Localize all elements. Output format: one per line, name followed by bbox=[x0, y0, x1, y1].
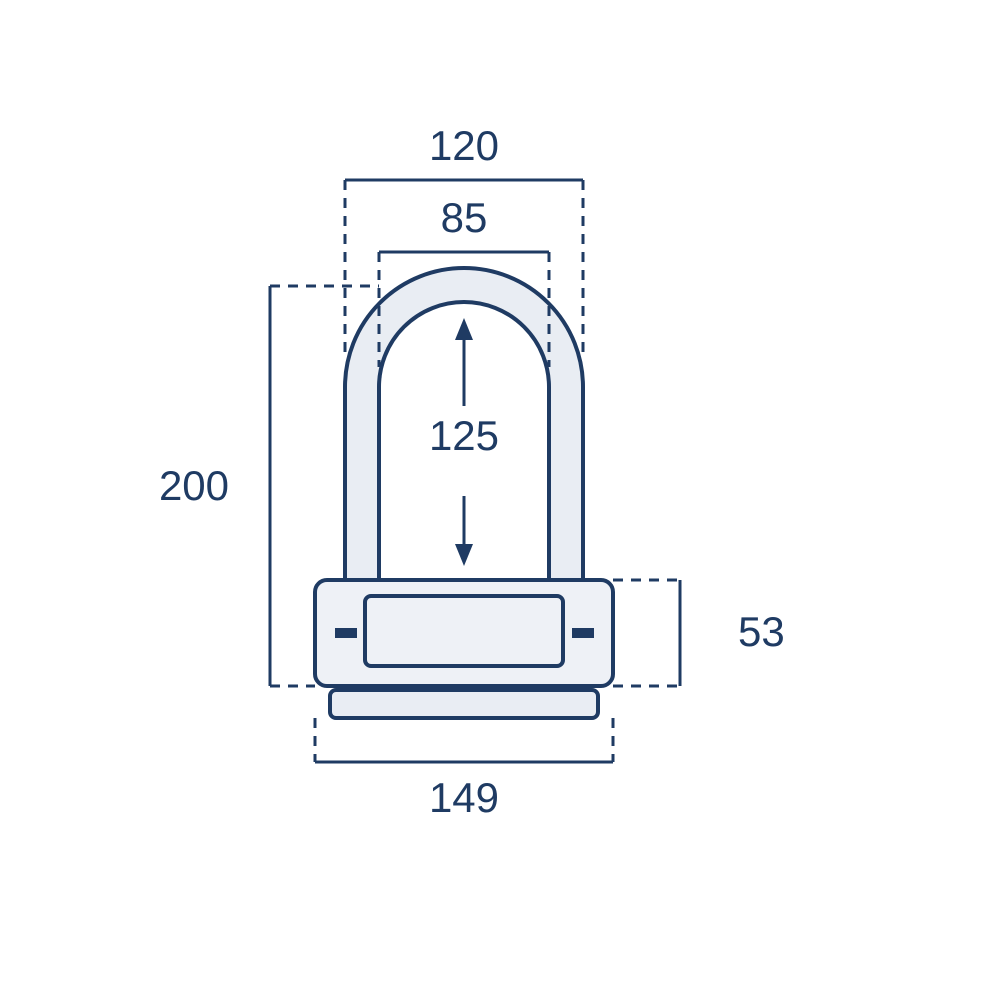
dim-label-85: 85 bbox=[441, 194, 488, 241]
dim-label-53: 53 bbox=[738, 608, 785, 655]
dim-label-125: 125 bbox=[429, 412, 499, 459]
lock-slot-right bbox=[572, 628, 594, 638]
lock-slot-left bbox=[335, 628, 357, 638]
lock-base bbox=[330, 690, 598, 718]
dim-label-149: 149 bbox=[429, 774, 499, 821]
dim-label-120: 120 bbox=[429, 122, 499, 169]
dim-label-200: 200 bbox=[159, 462, 229, 509]
